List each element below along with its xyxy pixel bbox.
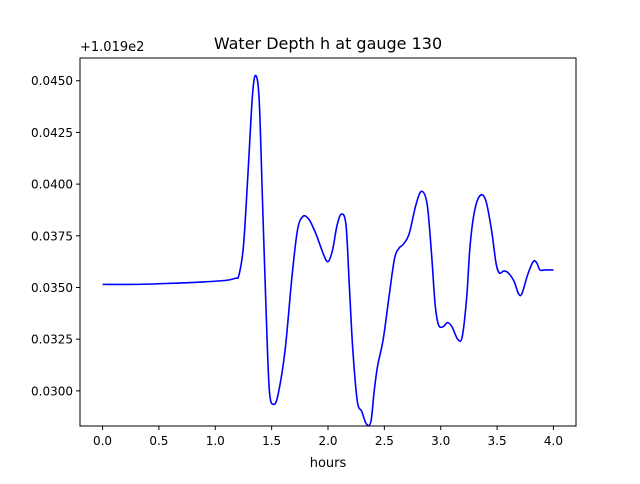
x-tick-label: 2.5 [375, 434, 394, 448]
x-tick-label: 0.0 [93, 434, 112, 448]
y-axis-offset-label: +1.019e2 [80, 40, 144, 55]
x-tick-label: 1.5 [262, 434, 281, 448]
y-tick-label: 0.0375 [31, 229, 73, 243]
x-tick-label: 1.0 [206, 434, 225, 448]
x-axis-ticks: 0.0 0.5 1.0 1.5 2.0 2.5 3.0 3.5 4.0 [93, 426, 563, 448]
y-tick-label: 0.0325 [31, 333, 73, 347]
x-axis-label: hours [310, 456, 347, 471]
x-tick-label: 2.0 [318, 434, 337, 448]
y-tick-label: 0.0400 [31, 178, 73, 192]
y-tick-label: 0.0450 [31, 74, 73, 88]
series-line-0 [102, 74, 554, 427]
x-tick-label: 3.0 [431, 434, 450, 448]
y-axis-ticks: 0.0300 0.0325 0.0350 0.0375 0.0400 0.0425 0.04… [31, 74, 80, 398]
chart-title: Water Depth h at gauge 130 [214, 34, 442, 53]
y-tick-label: 0.0300 [31, 384, 73, 398]
x-tick-label: 4.0 [544, 434, 563, 448]
x-tick-label: 3.5 [488, 434, 507, 448]
y-tick-label: 0.0350 [31, 281, 73, 295]
x-tick-label: 0.5 [149, 434, 168, 448]
y-tick-label: 0.0425 [31, 126, 73, 140]
